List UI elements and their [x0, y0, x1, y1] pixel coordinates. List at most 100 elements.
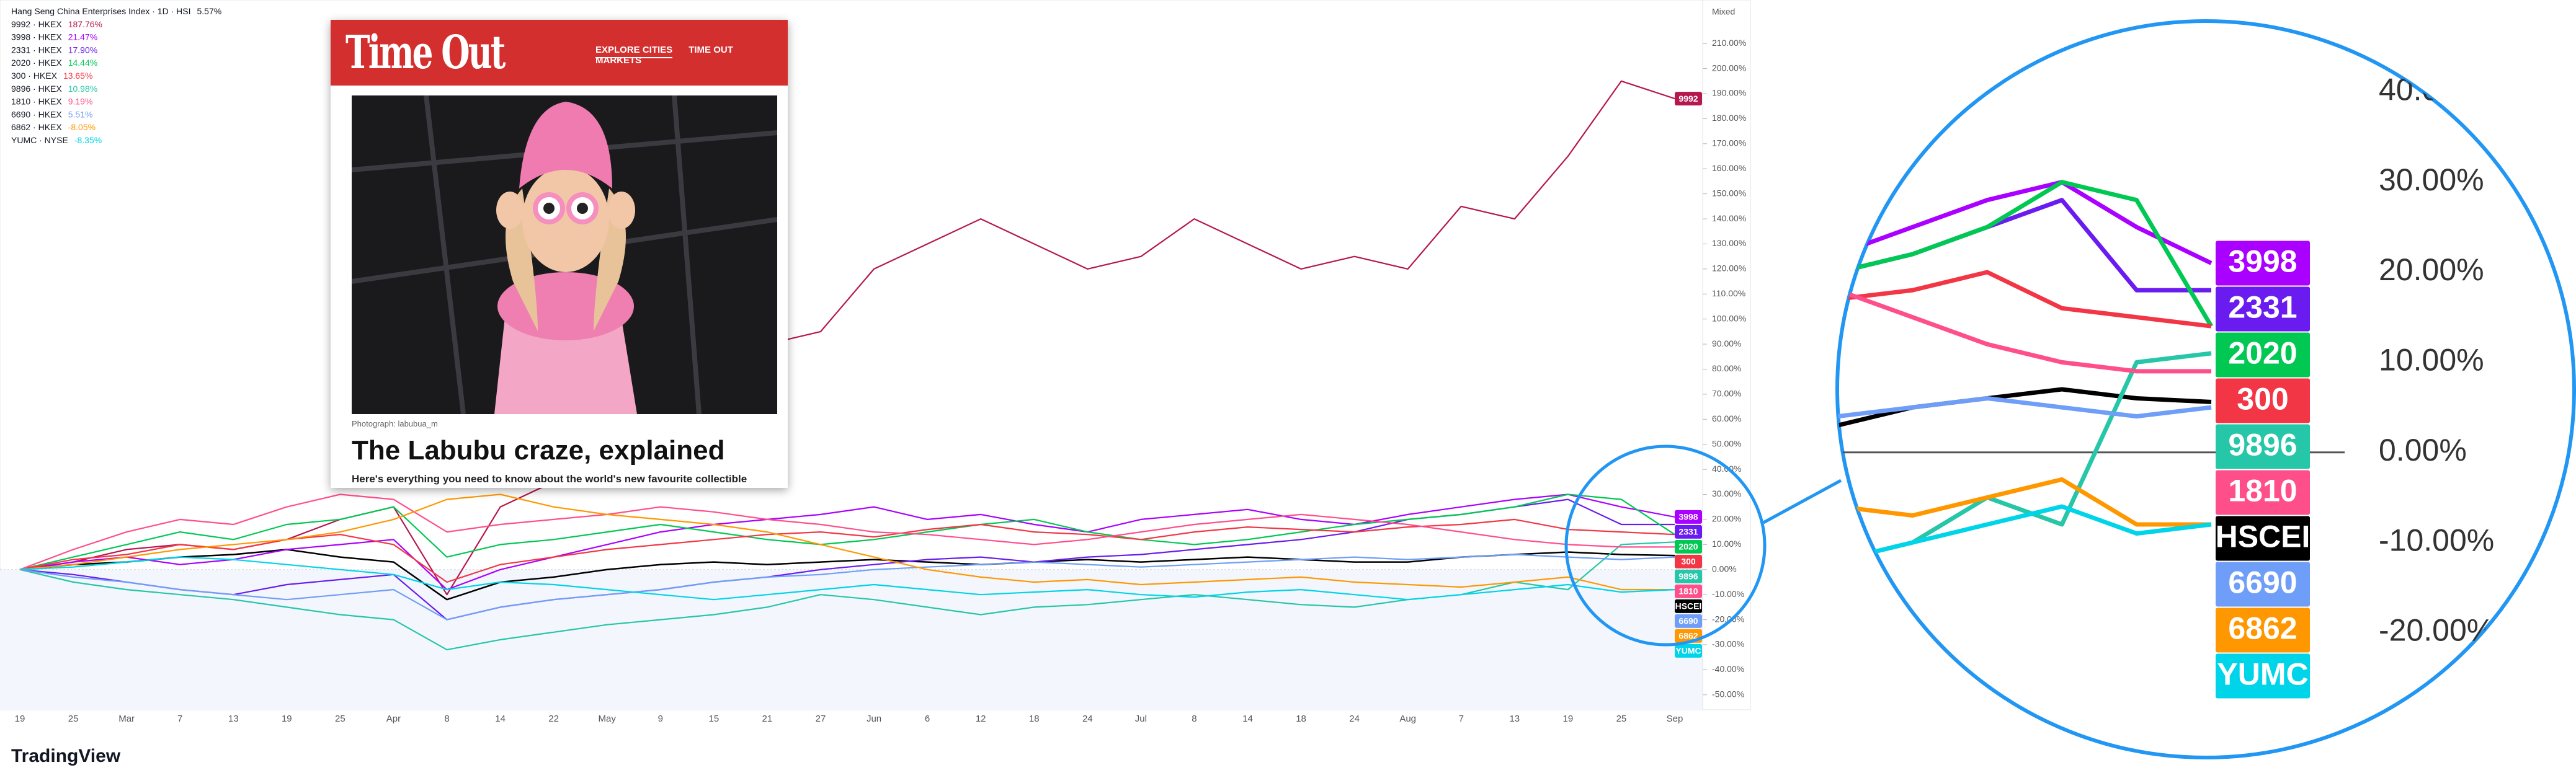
- y-tick-label: 100.00%: [1712, 313, 1746, 323]
- y-tick-label: 50.00%: [1712, 438, 1741, 448]
- series-line: [19, 493, 1675, 591]
- x-tick-label: 19: [1563, 714, 1574, 724]
- x-tick-label: 13: [228, 714, 239, 724]
- legend-name: 3998 · HKEX: [11, 32, 62, 42]
- legend-entry: 6862 · HKEX -8.05%: [11, 122, 96, 132]
- x-tick-label: 22: [548, 714, 559, 724]
- price-badge: [2216, 653, 2310, 699]
- legend-name: YUMC · NYSE: [11, 135, 68, 145]
- x-tick-label: Jul: [1135, 714, 1147, 724]
- legend-entry: 2331 · HKEX 17.90%: [11, 45, 97, 55]
- legend-name: 2020 · HKEX: [11, 58, 62, 68]
- series-line: [19, 549, 1675, 601]
- y-tick-label: 70.00%: [1712, 389, 1741, 399]
- x-tick-label: 12: [976, 714, 986, 724]
- zoom-focus: [1564, 444, 1767, 647]
- zoom-tick-label: 0.00%: [2379, 433, 2467, 467]
- series-line: [19, 493, 1675, 591]
- y-tick-label: -30.00%: [1712, 639, 1744, 649]
- legend-change: 21.47%: [68, 32, 97, 42]
- badge-label: 2331: [1678, 527, 1698, 537]
- badge-label: 2331: [2228, 290, 2297, 325]
- y-tick-label: 180.00%: [1712, 113, 1746, 123]
- series-line: [19, 554, 1675, 621]
- x-tick-label: 8: [1192, 714, 1197, 724]
- price-badge: [2216, 470, 2310, 515]
- zoom-view: -20.00% -10.00% 0.00% 10.00% 20.00% 30.00% 40.…: [1837, 72, 2494, 699]
- price-badge: [1675, 599, 1702, 613]
- price-badge: [2216, 241, 2310, 286]
- price-badge: [1675, 569, 1702, 583]
- legend-entry: 1810 · HKEX 9.19%: [11, 96, 92, 106]
- legend-change: -8.35%: [74, 135, 102, 145]
- headline[interactable]: The Labubu craze, explained: [352, 435, 725, 466]
- x-tick-label: 25: [335, 714, 345, 724]
- zoom-tick-label: 10.00%: [2379, 343, 2484, 378]
- price-badge: [1675, 510, 1702, 524]
- nav-link[interactable]: EXPLORE CITIES: [595, 45, 673, 58]
- legend-entry: 9992 · HKEX 187.76%: [11, 19, 102, 29]
- legend: Hang Seng China Enterprises Index · 1D ·…: [11, 6, 221, 145]
- y-tick-label: 120.00%: [1712, 263, 1746, 273]
- subheading: Here's everything you need to know about…: [352, 473, 747, 485]
- x-tick-label: May: [599, 714, 617, 724]
- y-tick-label: 60.00%: [1712, 413, 1741, 423]
- badge-label: 3998: [1678, 512, 1698, 522]
- badge-label: 300: [1681, 557, 1696, 567]
- brand[interactable]: TradingView: [11, 746, 121, 766]
- legend-name: 9896 · HKEX: [11, 84, 62, 94]
- y-tick-label: 0.00%: [1712, 564, 1737, 573]
- price-badge: [1675, 584, 1702, 598]
- x-tick-label: Jun: [867, 714, 881, 724]
- zoom-tick-label: 40.00%: [2379, 72, 2484, 107]
- price-badges: 9992 3998 2331 2020 300 9896 1810 HSCEI 6690 6862…: [1675, 92, 1702, 658]
- photo-credit: Photograph: labubua_m: [352, 419, 438, 428]
- legend-entry: 300 · HKEX 13.65%: [11, 71, 92, 81]
- y-tick-label: 80.00%: [1712, 363, 1741, 373]
- price-badge: [1675, 554, 1702, 568]
- badge-label: 9992: [1678, 94, 1698, 104]
- x-tick-label: Sep: [1667, 714, 1683, 724]
- x-tick-label: 13: [1509, 714, 1520, 724]
- badge-label: YUMC: [2217, 657, 2308, 692]
- legend-change: 17.90%: [68, 45, 97, 55]
- x-tick-label: 27: [816, 714, 826, 724]
- price-badge: [1675, 524, 1702, 539]
- scale-mode: Mixed: [1712, 7, 1735, 17]
- series-line: [19, 493, 1675, 570]
- price-badge: [2216, 332, 2310, 378]
- price-badge: [2216, 608, 2310, 653]
- legend-change: 5.51%: [68, 109, 93, 119]
- legend-name: 300 · HKEX: [11, 71, 58, 81]
- series-line: [19, 498, 1675, 621]
- legend-entry: 6690 · HKEX 5.51%: [11, 109, 92, 119]
- y-tick-label: 110.00%: [1712, 288, 1745, 298]
- nav-link[interactable]: TIME OUT MARKETS: [595, 45, 733, 66]
- y-tick-label: 130.00%: [1712, 238, 1746, 248]
- legend-change: 13.65%: [63, 71, 92, 81]
- series-line: [19, 80, 1675, 596]
- x-tick-label: 25: [1616, 714, 1627, 724]
- logo: Time Out: [345, 26, 506, 79]
- x-tick-label: 6: [925, 714, 930, 724]
- x-tick-label: Mar: [118, 714, 135, 724]
- y-axis: -50.00%-40.00%-30.00%-20.00%-10.00%0.00%…: [0, 38, 1746, 699]
- price-badge: [1675, 92, 1702, 106]
- legend-change: 9.19%: [68, 96, 93, 106]
- y-tick-label: 200.00%: [1712, 63, 1746, 73]
- legend-name: 9992 · HKEX: [11, 19, 62, 29]
- badge-label: 300: [2237, 382, 2288, 417]
- x-axis: 19 25 Mar 7 13 19 25 Apr 8 14 22 May 9 15 21 27 Jun 6 12 18…: [15, 714, 1683, 724]
- legend-change: 187.76%: [68, 19, 102, 29]
- legend-change: 10.98%: [68, 84, 97, 94]
- price-badge: [2216, 516, 2310, 561]
- y-tick-label: 90.00%: [1712, 338, 1741, 348]
- legend-name: 6862 · HKEX: [11, 122, 62, 132]
- price-badge: [2216, 286, 2310, 332]
- y-tick-label: 30.00%: [1712, 488, 1741, 498]
- photo: [352, 95, 777, 414]
- x-tick-label: 19: [282, 714, 292, 724]
- x-tick-label: 25: [68, 714, 79, 724]
